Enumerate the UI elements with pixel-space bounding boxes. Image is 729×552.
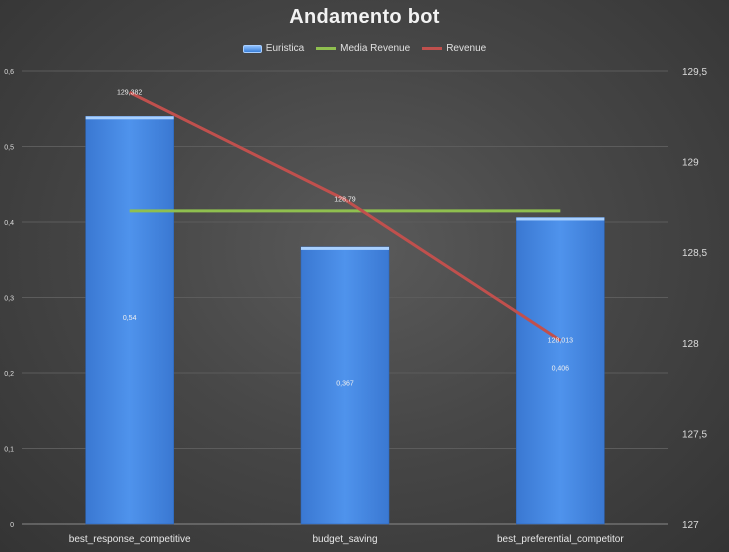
bar: [300, 246, 390, 525]
y-left-tick-label: 0,1: [4, 447, 14, 454]
y-left-tick-label: 0,3: [4, 296, 14, 303]
legend-label-revenue: Revenue: [446, 43, 487, 54]
y-right-tick-label: 128: [682, 339, 699, 350]
y-right-tick-label: 127: [682, 520, 699, 531]
line-data-label: 128,013: [548, 337, 573, 344]
legend-swatch-revenue: [422, 47, 443, 50]
y-right-tick-label: 129: [682, 158, 699, 169]
legend-item-revenue: Revenue: [422, 43, 486, 54]
chart-legend: Euristica Media Revenue Revenue: [0, 43, 729, 54]
bar-top-highlight: [516, 217, 605, 221]
bar-data-label: 0,54: [123, 315, 137, 322]
x-category-label: best_preferential_competitor: [497, 534, 624, 545]
legend-label-media-revenue: Media Revenue: [340, 43, 411, 54]
y-right-tick-label: 128,5: [682, 248, 707, 259]
chart-title: Andamento bot: [289, 6, 440, 28]
y-left-tick-label: 0,6: [4, 69, 14, 76]
bar-data-label: 0,367: [336, 380, 354, 387]
legend-swatch-media-revenue: [316, 47, 337, 50]
bar-data-label: 0,406: [552, 366, 570, 373]
bar: [85, 116, 174, 525]
revenue-line: [128, 91, 562, 342]
line-data-label: 129,382: [117, 89, 142, 96]
y-left-tick-label: 0,5: [4, 145, 14, 152]
y-left-tick-label: 0: [10, 522, 14, 529]
y-right-tick-label: 127,5: [682, 429, 707, 440]
y-left-tick-label: 0,2: [4, 371, 14, 378]
legend-label-euristica: Euristica: [265, 43, 305, 54]
bar-top-highlight: [301, 246, 389, 250]
legend-item-euristica: Euristica: [242, 43, 305, 54]
x-category-label: budget_saving: [312, 534, 377, 545]
legend-swatch-euristica: [242, 44, 262, 53]
y-left-tick-label: 0,4: [4, 220, 14, 227]
line-data-label: 128,79: [334, 197, 356, 204]
legend-item-media-revenue: Media Revenue: [316, 43, 410, 54]
y-right-tick-label: 129,5: [682, 67, 707, 78]
x-category-label: best_response_competitive: [69, 534, 191, 545]
bar-top-highlight: [85, 116, 174, 120]
